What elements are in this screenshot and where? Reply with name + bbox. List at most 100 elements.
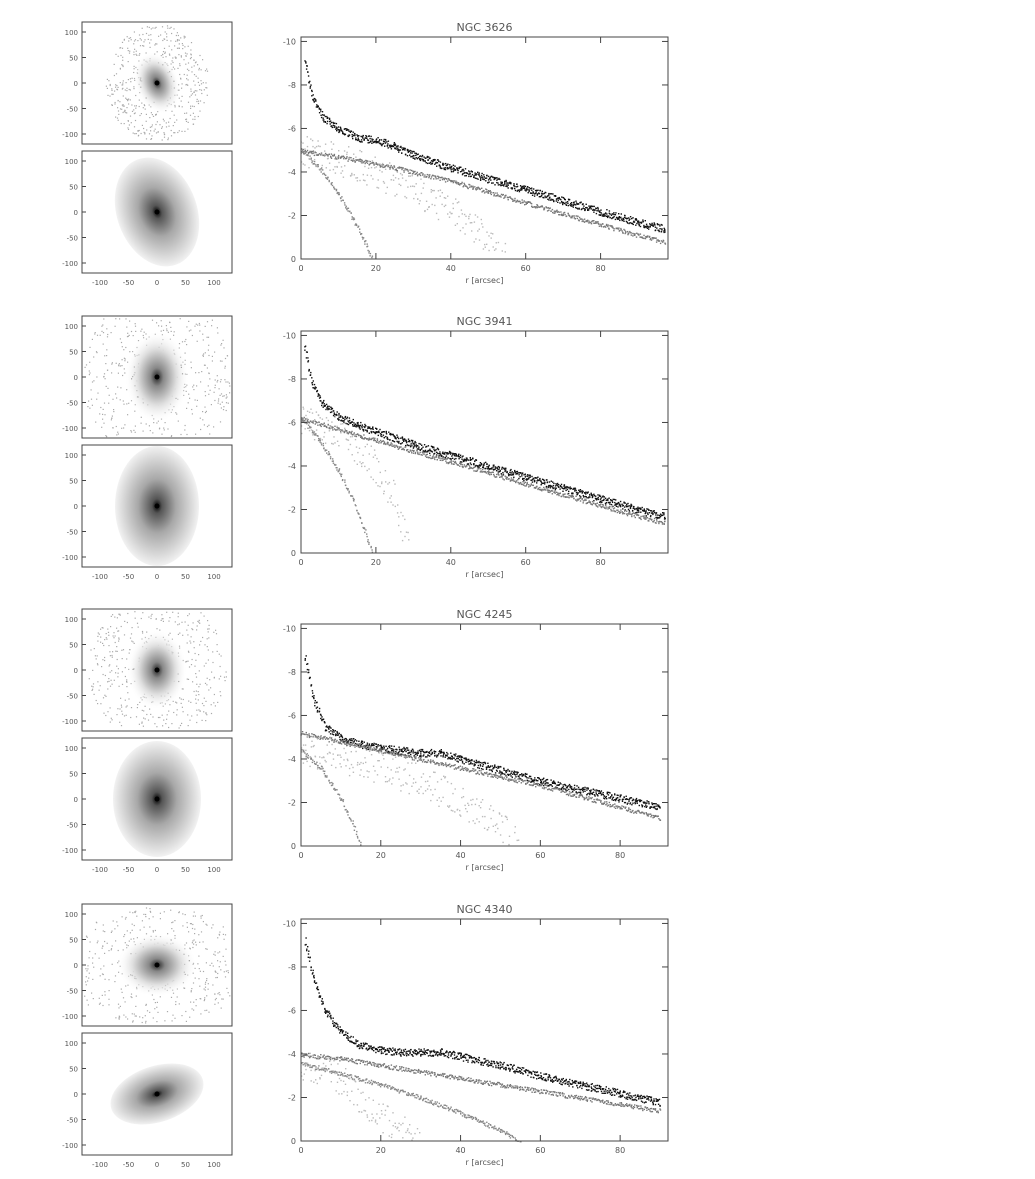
image-pixel (140, 132, 142, 135)
data-point (351, 218, 353, 220)
data-point (449, 453, 452, 455)
data-point (405, 444, 407, 447)
profile-plot: NGC 4245-10-8-6-4-200 20 40 60 80r [arcsec] (283, 608, 669, 872)
data-point (618, 230, 620, 232)
data-point (324, 404, 326, 407)
data-point (466, 457, 468, 459)
data-point (394, 169, 396, 171)
data-point (376, 431, 379, 433)
image-pixel (183, 59, 185, 61)
image-pixel (123, 368, 125, 370)
data-point (398, 151, 400, 153)
image-pixel (190, 636, 192, 638)
image-pixel (144, 39, 146, 41)
image-pixel (119, 365, 122, 367)
data-point (427, 456, 429, 458)
data-point (527, 478, 529, 480)
data-point (655, 237, 657, 239)
data-point (319, 417, 321, 419)
image-pixel (175, 56, 177, 59)
data-point (304, 658, 306, 660)
data-point (606, 501, 608, 504)
data-point (462, 459, 464, 461)
data-point (601, 499, 603, 502)
image-pixel (167, 27, 169, 29)
data-point (428, 175, 430, 178)
data-point (625, 231, 627, 233)
data-point (311, 150, 314, 153)
image-pixel (133, 86, 135, 88)
data-point (340, 166, 343, 168)
data-point (403, 171, 405, 173)
image-pixel (183, 73, 185, 76)
data-point (377, 141, 379, 143)
data-point (339, 126, 342, 128)
data-point (634, 512, 636, 515)
data-point (413, 185, 416, 188)
data-point (634, 218, 637, 220)
data-point (353, 159, 355, 162)
data-point (519, 483, 521, 485)
data-point (447, 457, 449, 459)
image-pixel (107, 369, 109, 371)
data-point (605, 215, 608, 217)
data-point (461, 458, 463, 460)
data-point (531, 481, 534, 483)
data-point (526, 478, 528, 480)
data-point (600, 223, 602, 225)
image-pixel (223, 347, 225, 349)
data-point (495, 470, 498, 472)
image-pixel (114, 90, 116, 92)
data-point (623, 506, 626, 508)
data-point (401, 177, 404, 179)
data-point (361, 136, 363, 138)
data-point (514, 199, 516, 202)
data-point (626, 217, 629, 220)
data-point (581, 218, 583, 220)
image-pixel (155, 123, 157, 126)
image-pixel (195, 694, 197, 696)
data-point (653, 510, 655, 512)
data-point (391, 145, 394, 147)
data-point (439, 167, 441, 169)
image-pixel (120, 625, 122, 628)
data-point (588, 500, 590, 502)
data-point (556, 484, 559, 486)
image-pixel (144, 133, 146, 135)
image-pixel (156, 322, 158, 324)
data-point (604, 225, 606, 227)
image-pixel (180, 433, 182, 436)
image-pixel (206, 70, 209, 72)
image-pixel (111, 89, 113, 91)
data-point (392, 440, 395, 442)
data-point (643, 237, 645, 240)
data-point (593, 500, 595, 502)
data-point (493, 475, 495, 477)
data-point (633, 506, 635, 508)
image-pixel (176, 413, 178, 415)
data-point (444, 204, 447, 206)
image-pixel (123, 105, 125, 107)
data-point (471, 222, 473, 224)
data-point (575, 489, 577, 492)
data-point (481, 471, 484, 473)
image-pixel (101, 330, 103, 332)
image-pixel (112, 427, 114, 429)
data-point (423, 444, 426, 446)
data-point (482, 467, 485, 469)
data-point (389, 146, 391, 148)
data-point (638, 517, 641, 519)
data-point (312, 421, 314, 423)
image-pixel (161, 127, 163, 129)
image-pixel (113, 409, 115, 411)
data-point (322, 154, 324, 157)
data-point (447, 213, 449, 215)
data-point (488, 249, 490, 252)
image-pixel (111, 104, 113, 106)
image-pixel (146, 26, 148, 28)
data-point (485, 461, 487, 464)
chart-title: NGC 3626 (457, 21, 513, 34)
data-point (458, 166, 461, 169)
data-point (471, 230, 473, 232)
data-point (351, 421, 353, 423)
